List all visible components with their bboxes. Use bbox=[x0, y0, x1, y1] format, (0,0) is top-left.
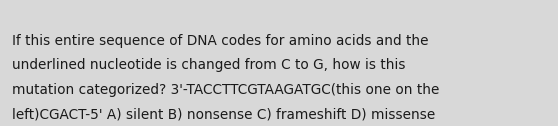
Text: If this entire sequence of DNA codes for amino acids and the: If this entire sequence of DNA codes for… bbox=[12, 34, 429, 48]
Text: mutation categorized? 3'-TACCTTCGTAAGATGC(this one on the: mutation categorized? 3'-TACCTTCGTAAGATG… bbox=[12, 83, 439, 97]
Text: underlined nucleotide is changed from C to G, how is this: underlined nucleotide is changed from C … bbox=[12, 58, 406, 72]
Text: left)CGACT-5' A) silent B) nonsense C) frameshift D) missense: left)CGACT-5' A) silent B) nonsense C) f… bbox=[12, 107, 435, 121]
